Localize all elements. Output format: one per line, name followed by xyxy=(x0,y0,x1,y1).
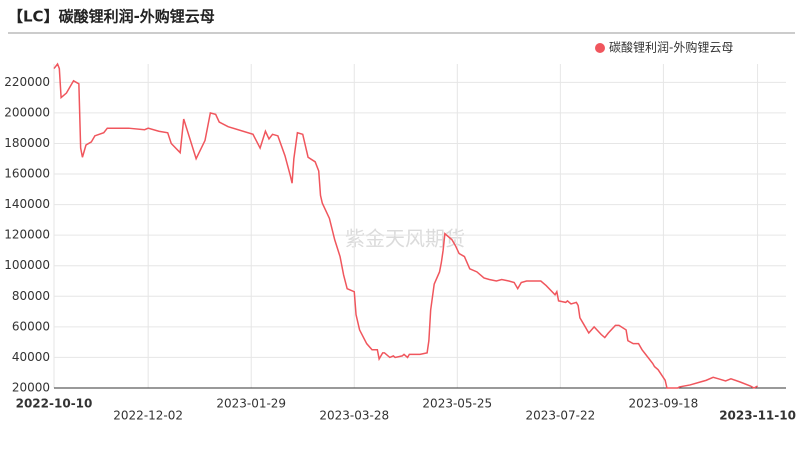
legend-marker xyxy=(595,43,605,53)
x-tick-label: 2023-01-29 xyxy=(216,397,286,411)
y-tick-label: 20000 xyxy=(12,381,50,395)
y-tick-label: 120000 xyxy=(4,228,50,242)
y-tick-label: 180000 xyxy=(4,136,50,150)
y-tick-label: 60000 xyxy=(12,319,50,333)
x-tick-label: 2022-12-02 xyxy=(113,409,183,423)
y-tick-label: 220000 xyxy=(4,75,50,89)
x-tick-label: 2023-05-25 xyxy=(422,397,492,411)
legend-label: 碳酸锂利润-外购锂云母 xyxy=(609,40,733,55)
x-tick-label: 2022-10-10 xyxy=(16,397,93,411)
x-tick-label: 2023-03-28 xyxy=(319,409,389,423)
y-tick-label: 40000 xyxy=(12,350,50,364)
y-tick-label: 160000 xyxy=(4,167,50,181)
y-tick-label: 140000 xyxy=(4,197,50,211)
x-tick-label: 2023-09-18 xyxy=(629,397,699,411)
line xyxy=(53,62,758,389)
chart-title: 【LC】碳酸锂利润-外购锂云母 xyxy=(8,8,215,26)
y-tick-label: 200000 xyxy=(4,105,50,119)
watermark: 紫金天风期货 xyxy=(345,227,465,251)
x-tick-label: 2023-11-10 xyxy=(719,409,796,423)
y-tick-label: 80000 xyxy=(12,289,50,303)
x-tick-label: 2023-07-22 xyxy=(525,409,595,423)
y-tick-label: 100000 xyxy=(4,258,50,272)
